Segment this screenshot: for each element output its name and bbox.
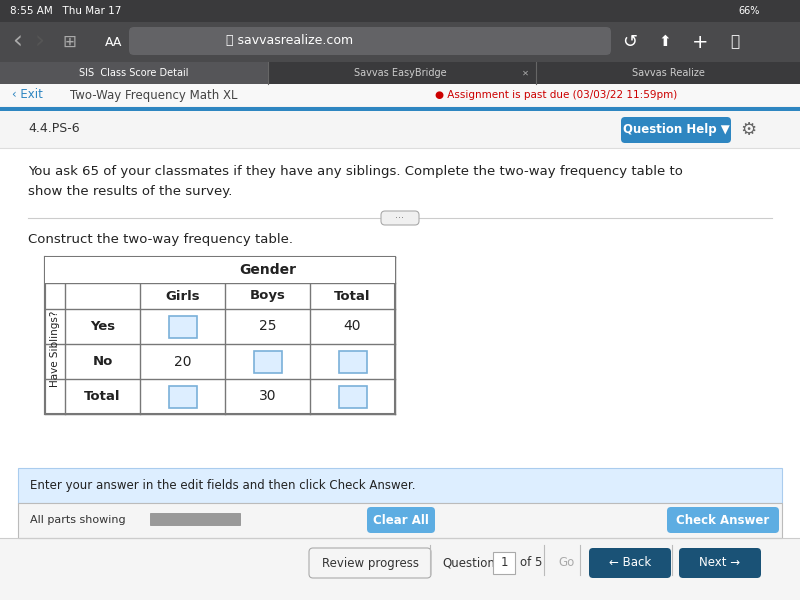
Text: Girls: Girls [165,289,200,302]
Text: Savvas EasyBridge: Savvas EasyBridge [354,68,446,78]
Bar [0,107,800,111]
Text: Question: Question [442,557,495,569]
Text: ›: › [35,30,45,54]
FancyBboxPatch shape [381,211,419,225]
FancyBboxPatch shape [621,117,731,143]
Bar [150,513,240,525]
Text: ⊞: ⊞ [62,33,76,51]
Bar [254,350,282,373]
Text: ‹ Exit: ‹ Exit [12,88,43,101]
Bar [0,462,800,542]
Text: ← Back: ← Back [609,557,651,569]
Text: No: No [92,355,113,368]
Text: Check Answer: Check Answer [676,514,770,527]
Text: ⧉: ⧉ [730,34,739,49]
Bar [18,503,782,538]
Text: 20: 20 [174,355,191,368]
Text: ‹: ‹ [12,30,22,54]
Bar [130,28,610,54]
Bar [0,0,800,22]
Text: Construct the two-way frequency table.: Construct the two-way frequency table. [28,233,293,247]
Text: ↺: ↺ [622,33,638,51]
Bar [45,257,140,283]
Text: Boys: Boys [250,289,286,302]
Text: You ask 65 of your classmates if they have any siblings. Complete the two-way fr: You ask 65 of your classmates if they ha… [28,166,683,179]
FancyBboxPatch shape [129,27,611,55]
Text: Clear All: Clear All [373,514,429,527]
Bar [0,62,268,84]
Text: Go: Go [558,557,574,569]
Bar [0,111,800,148]
Bar [268,62,536,84]
Text: ● Assignment is past due (03/03/22 11:59pm): ● Assignment is past due (03/03/22 11:59… [435,90,678,100]
Text: Question Help ▼: Question Help ▼ [622,124,730,136]
Text: show the results of the survey.: show the results of the survey. [28,185,232,199]
Bar [493,552,515,574]
Text: ···: ··· [395,213,405,223]
Text: ✕: ✕ [522,68,529,77]
Text: SIS  Class Score Detail: SIS Class Score Detail [79,68,189,78]
FancyBboxPatch shape [309,548,431,578]
Text: 🔒 savvasrealize.com: 🔒 savvasrealize.com [226,34,354,47]
Bar [338,350,366,373]
Bar [140,257,395,283]
Text: Two-Way Frequency Math XL: Two-Way Frequency Math XL [70,88,238,101]
Text: ⬆: ⬆ [658,34,671,49]
Text: +: + [692,32,708,52]
Bar [0,538,800,600]
Bar [0,148,800,240]
Text: Next →: Next → [699,557,741,569]
Bar [536,62,800,84]
Text: 30: 30 [258,389,276,403]
Text: 66%: 66% [738,6,760,16]
Bar [169,316,197,337]
Text: All parts showing: All parts showing [30,515,126,525]
Text: Total: Total [334,289,370,302]
FancyBboxPatch shape [667,507,779,533]
Text: Gender: Gender [239,263,296,277]
Text: of 5: of 5 [520,557,542,569]
Text: Review progress: Review progress [322,557,418,569]
Bar [0,22,800,62]
Bar [45,257,395,414]
Text: AA: AA [105,35,122,49]
Text: 1: 1 [500,557,508,569]
Text: Yes: Yes [90,320,115,333]
Bar [338,385,366,407]
Text: Total: Total [84,390,121,403]
Text: Enter your answer in the edit fields and then click Check Answer.: Enter your answer in the edit fields and… [30,479,415,491]
Text: ⚙: ⚙ [740,121,756,139]
Bar [169,385,197,407]
FancyBboxPatch shape [589,548,671,578]
FancyBboxPatch shape [367,507,435,533]
Bar [18,468,782,503]
Text: 8:55 AM   Thu Mar 17: 8:55 AM Thu Mar 17 [10,6,122,16]
Text: Have Siblings?: Have Siblings? [50,310,60,386]
Bar [0,62,800,84]
Bar [0,84,800,107]
Text: 40: 40 [344,319,362,334]
Text: 25: 25 [258,319,276,334]
Text: Savvas Realize: Savvas Realize [631,68,705,78]
Text: 4.4.PS-6: 4.4.PS-6 [28,122,80,136]
FancyBboxPatch shape [679,548,761,578]
